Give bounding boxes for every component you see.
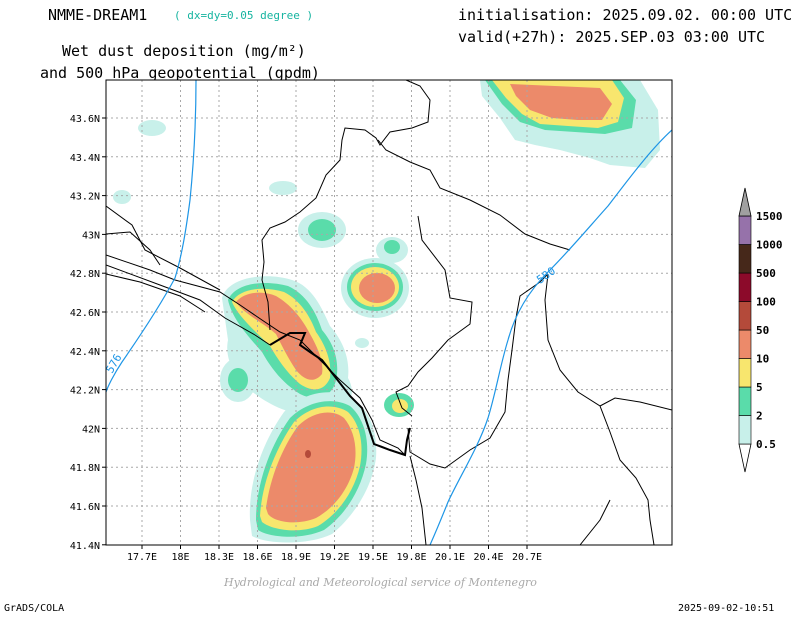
lat-tick-label: 42N <box>82 424 100 435</box>
colorbar-segment <box>738 244 752 274</box>
dust-blob-south <box>249 392 377 543</box>
lat-tick-label: 42.6N <box>70 308 100 319</box>
geopotential-contours <box>106 80 672 545</box>
colorbar-segment <box>738 215 752 245</box>
colorbar-label: 1000 <box>756 239 783 252</box>
colorbar-segment <box>738 358 752 388</box>
colorbar-label: 2 <box>756 410 763 423</box>
lat-tick-label: 43.2N <box>70 192 100 203</box>
lon-tick-label: 18.3E <box>204 552 234 563</box>
map-area: 576 580 <box>106 80 672 545</box>
colorbar-segment <box>738 415 752 445</box>
model-resolution: ( dx=dy=0.05 degree ) <box>174 9 314 22</box>
lat-tick-label: 41.4N <box>70 541 100 552</box>
colorbar-segment <box>738 329 752 359</box>
colorbar-label: 5 <box>756 381 763 394</box>
lat-tick-label: 43N <box>82 230 100 241</box>
colorbar-label: 10 <box>756 353 769 366</box>
credit-text: Hydrological and Meteorological service … <box>224 576 537 589</box>
title-line-2: and 500 hPa geopotential (gpdm) <box>40 64 320 82</box>
borders <box>106 80 672 545</box>
generation-timestamp: 2025-09-02-10:51 <box>678 603 775 614</box>
lat-tick-label: 42.4N <box>70 347 100 358</box>
montenegro-coastline <box>269 332 411 457</box>
lat-tick-label: 43.4N <box>70 153 100 164</box>
title-line-1: Wet dust deposition (mg/m²) <box>62 42 306 60</box>
dust-patch <box>113 190 131 204</box>
colorbar-segment <box>738 272 752 302</box>
lat-tick-label: 41.6N <box>70 502 100 513</box>
lon-tick-label: 18E <box>171 552 189 563</box>
gridlines <box>106 80 672 545</box>
lon-tick-label: 18.9E <box>281 552 311 563</box>
lat-tick-label: 41.8N <box>70 463 100 474</box>
colorbar-label: 50 <box>756 324 769 337</box>
lat-tick-label: 42.2N <box>70 386 100 397</box>
colorbar-min-triangle <box>738 443 752 473</box>
lon-tick-label: 20.1E <box>435 552 465 563</box>
colorbar: 0.5 2 5 10 50 100 500 1000 1500 <box>738 187 783 473</box>
colorbar-segment <box>738 301 752 331</box>
lon-tick-label: 19.8E <box>396 552 426 563</box>
colorbar-label: 1500 <box>756 210 783 223</box>
colorbar-segment <box>738 386 752 416</box>
dust-blob-northeast <box>480 80 660 168</box>
colorbar-label: 0.5 <box>756 438 776 451</box>
valid-time: valid(+27h): 2025.SEP.03 03:00 UTC <box>458 28 766 46</box>
dust-patch <box>269 181 297 195</box>
colorbar-label: 500 <box>756 267 776 280</box>
lon-tick-label: 17.7E <box>127 552 157 563</box>
colorbar-max-triangle <box>738 187 752 217</box>
dust-blob-19e-43n <box>376 237 408 263</box>
lat-tick-label: 43.6N <box>70 114 100 125</box>
axis-labels: 17.7E 18E 18.3E 18.6E 18.9E 19.2E 19.5E 19.8E 20… <box>70 114 542 563</box>
dust-blob-42-7n <box>341 258 409 318</box>
dust-patch <box>355 338 369 348</box>
dust-blob-43n <box>298 212 346 248</box>
initialisation-time: initialisation: 2025.09.02. 00:00 UTC <box>458 6 793 24</box>
lon-tick-label: 19.2E <box>319 552 349 563</box>
lat-tick-label: 42.8N <box>70 269 100 280</box>
lon-tick-label: 20.7E <box>512 552 542 563</box>
lon-tick-label: 18.6E <box>242 552 272 563</box>
colorbar-label: 100 <box>756 296 776 309</box>
lon-tick-label: 20.4E <box>473 552 503 563</box>
software-label: GrADS/COLA <box>4 603 65 614</box>
model-name: NMME-DREAM1 <box>48 6 148 24</box>
lon-tick-label: 19.5E <box>358 552 388 563</box>
dust-patch <box>138 120 166 136</box>
